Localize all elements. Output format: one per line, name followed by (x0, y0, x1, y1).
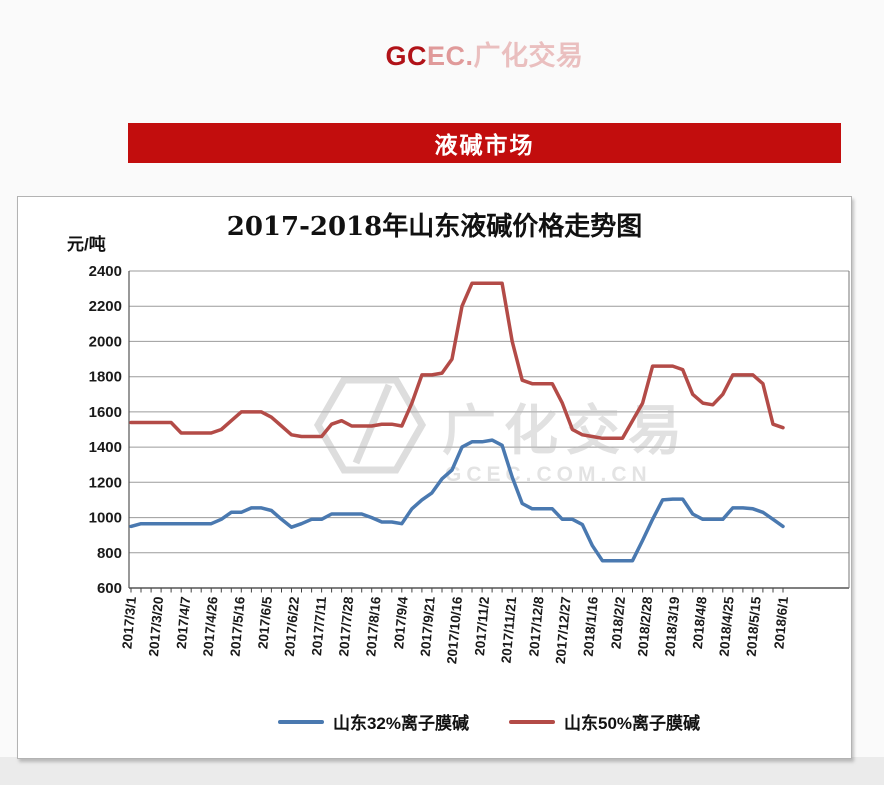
x-tick-label: 2018/2/2 (608, 596, 628, 650)
series-line-0 (129, 438, 785, 563)
watermark-slash-icon (352, 383, 393, 465)
x-tick-label: 2018/4/25 (717, 595, 737, 657)
y-tick-label: 800 (97, 545, 122, 562)
legend-item-50pct: 山东50%离子膜碱 (509, 709, 700, 734)
x-tick-label: 2017/4/7 (174, 596, 194, 650)
price-trend-chart: 600 800 1000 1200 1400 1600 1800 2000 2200 2400 广化… (89, 263, 850, 665)
x-tick-label: 2017/6/5 (255, 595, 275, 649)
x-tick-label: 2017/11/21 (499, 595, 520, 663)
x-tick-label: 2018/6/1 (771, 595, 791, 649)
brand-ec: EC. (426, 41, 474, 71)
watermark-hexagon-icon (313, 376, 427, 474)
x-tick-label: 2017/7/28 (336, 595, 356, 657)
section-banner: 液碱市场 (128, 123, 841, 163)
x-tick-label: 2018/5/15 (744, 595, 764, 657)
brand-logo: GCEC.广化交易 (128, 34, 841, 73)
y-tick-label: 600 (97, 580, 122, 597)
brand-cn: 广化交易 (473, 41, 584, 71)
y-tick-label: 1600 (89, 404, 122, 421)
y-tick-label: 1800 (89, 369, 122, 386)
x-tick-label: 2017/9/4 (391, 595, 411, 649)
banner-label: 液碱市场 (434, 132, 535, 158)
x-tick-label: 2017/10/16 (444, 595, 465, 664)
x-tick-label: 2017/11/2 (472, 596, 492, 656)
y-tick-label: 1200 (89, 474, 122, 491)
watermark-text-url: GCEC.COM.CN (445, 463, 652, 486)
x-tick-label: 2018/2/28 (635, 595, 655, 657)
x-tick-label: 2017/12/27 (553, 596, 574, 665)
y-axis-unit-label: 元/吨 (67, 235, 106, 254)
x-tick-label: 2017/4/26 (200, 595, 220, 657)
x-tick-label: 2017/5/16 (228, 595, 248, 657)
y-tick-label: 1400 (89, 439, 122, 456)
x-tick-label: 2017/3/1 (119, 595, 139, 649)
legend-label-32pct: 山东32%离子膜碱 (332, 714, 469, 733)
x-tick-label: 2017/7/11 (309, 595, 329, 656)
x-tick-label: 2017/8/16 (363, 595, 383, 657)
chart-title: 2017-2018年山东液碱价格走势图 (226, 212, 643, 242)
series-line-1 (129, 281, 785, 441)
x-tick-label: 2017/9/21 (418, 595, 438, 657)
x-tick-label: 2018/4/8 (690, 595, 710, 649)
x-tick-label: 2017/6/22 (282, 596, 302, 657)
x-tick-label: 2017/3/20 (146, 596, 166, 657)
x-tick-label: 2017/12/8 (526, 595, 546, 657)
legend-line-red (509, 719, 555, 724)
watermark-text-cn: 广化交易 (442, 401, 690, 461)
y-tick-label: 1000 (89, 510, 122, 527)
y-tick-label: 2200 (89, 298, 122, 315)
brand-gc: GC (385, 41, 427, 71)
x-tick-label: 2018/1/16 (581, 595, 601, 657)
y-tick-label: 2400 (89, 263, 122, 280)
page-footer-background (0, 757, 884, 785)
x-tick-label: 2018/3/19 (662, 596, 682, 657)
legend-line-blue (277, 719, 324, 724)
chart-panel: 600 800 1000 1200 1400 1600 1800 2000 2200 2400 广化… (17, 196, 852, 759)
chart-legend: 山东32%离子膜碱 山东50%离子膜碱 (129, 709, 849, 734)
legend-label-50pct: 山东50%离子膜碱 (564, 714, 701, 733)
legend-item-32pct: 山东32%离子膜碱 (277, 709, 469, 734)
y-tick-label: 2000 (89, 333, 122, 350)
